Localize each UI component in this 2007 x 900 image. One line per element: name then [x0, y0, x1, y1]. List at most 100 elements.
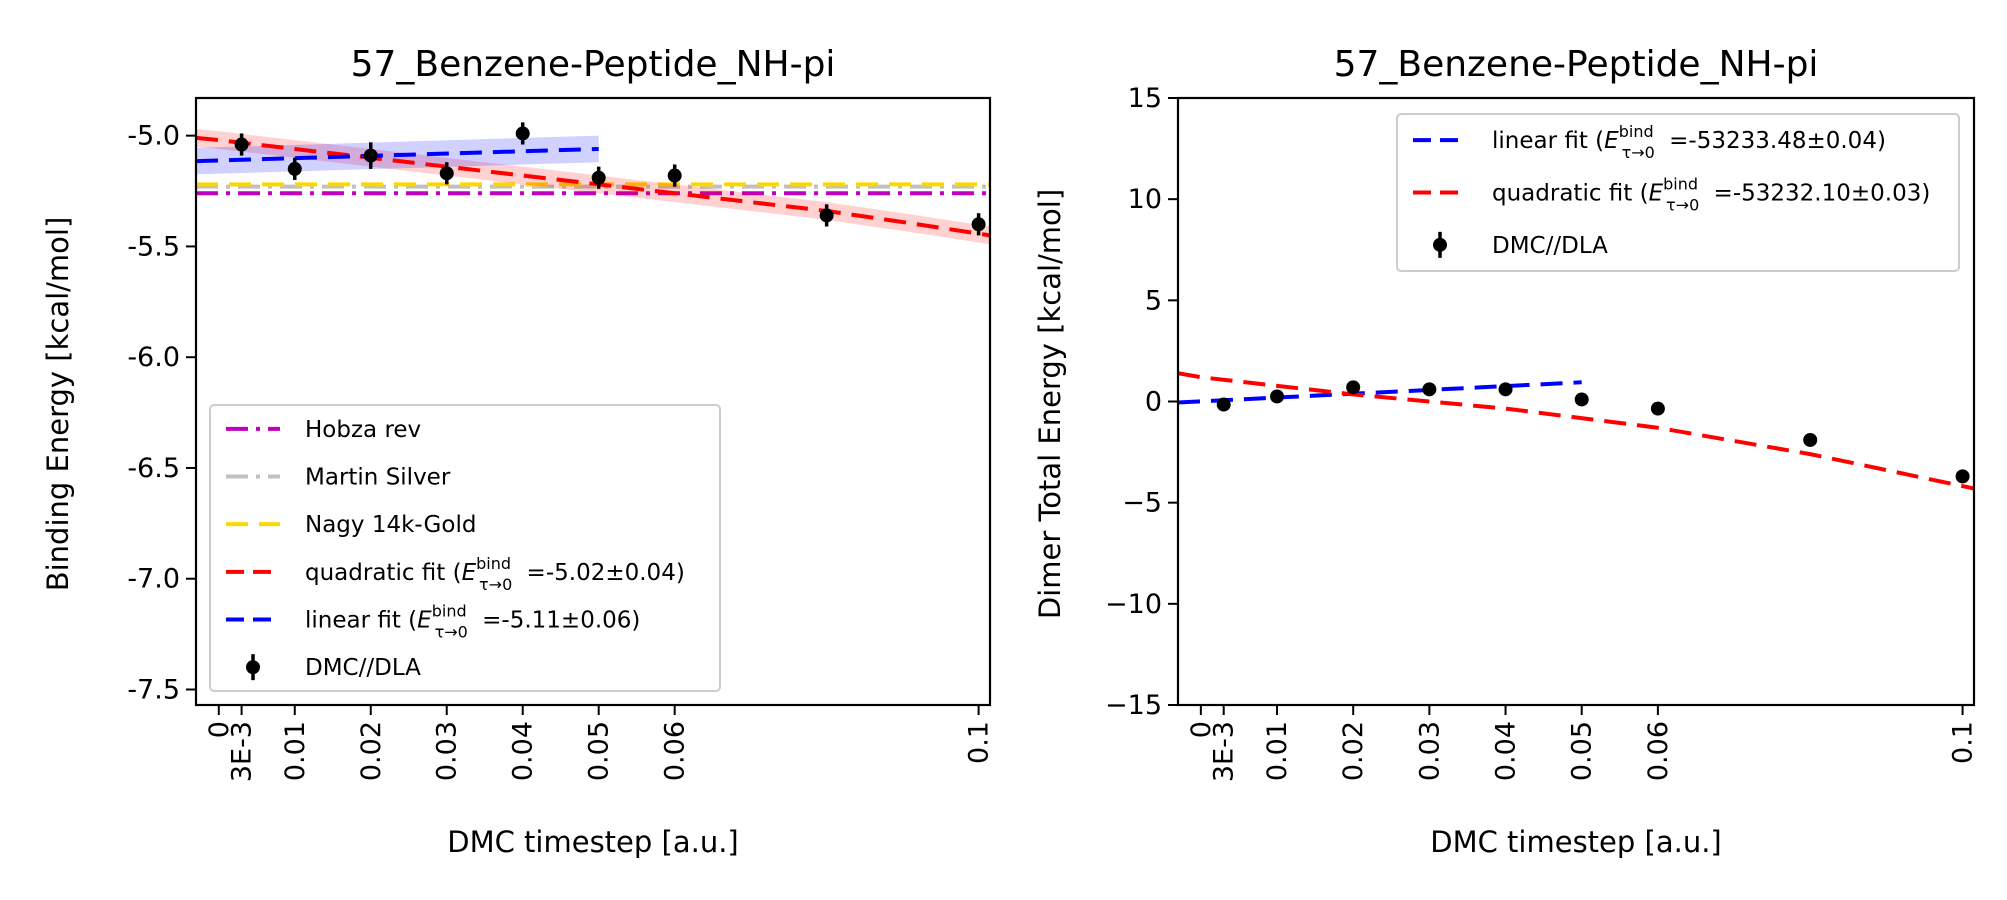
legend-swatch-point [246, 660, 260, 675]
legend-fit-name: quadratic fit ( [1492, 181, 1649, 207]
y-tick-label: -6.5 [127, 453, 180, 484]
data-point [1270, 389, 1285, 404]
x-tick-label: 0.03 [432, 721, 463, 781]
data-point [287, 161, 302, 176]
x-axis-label: DMC timestep [a.u.] [447, 825, 739, 859]
data-point [971, 217, 986, 232]
chart-binding-energy: 57_Benzene-Peptide_NH-pi DMC timestep [a… [41, 44, 995, 859]
x-tick-label: 0.1 [1948, 721, 1979, 764]
y-axis-label: Binding Energy [kcal/mol] [41, 217, 75, 592]
legend-fit-name: linear fit ( [1492, 128, 1604, 154]
data-point [234, 137, 249, 152]
data-point [667, 168, 682, 183]
y-tick-label: −10 [1105, 589, 1162, 620]
x-tick-label: 0.01 [1262, 721, 1293, 781]
legend-fit-symbol: E [462, 560, 477, 586]
y-tick-label: 10 [1128, 184, 1162, 215]
legend-fit-value: =-5.11±0.06) [475, 608, 641, 634]
data-point [819, 208, 834, 223]
legend-fit-sup: bind [1619, 122, 1654, 141]
legend-label: linear fit (Ebind τ→0 =-53233.48±0.04) [1492, 122, 1886, 162]
x-tick-label: 0.1 [964, 721, 995, 764]
plot-inner [1178, 371, 1974, 491]
legend: Hobza rev Martin Silver Nagy 14k-Gold quadr… [209, 404, 721, 692]
data-point [1650, 401, 1665, 416]
data-point [1955, 469, 1970, 484]
y-tick-label: 0 [1145, 387, 1162, 418]
axes-frame [194, 96, 992, 707]
data-point [1803, 432, 1818, 447]
chart-title: 57_Benzene-Peptide_NH-pi [1334, 44, 1819, 85]
fit-line [1178, 371, 1974, 491]
legend-fit-name: quadratic fit ( [305, 560, 462, 586]
fit-line [1178, 380, 1582, 405]
data-point [439, 166, 454, 181]
legend-fit-sub: τ→0 [435, 623, 468, 642]
legend-frame [209, 404, 721, 692]
y-tick-label: -7.5 [127, 674, 180, 705]
legend-label: Hobza rev [305, 417, 421, 443]
data-point [515, 126, 530, 141]
y-tick-label: -7.0 [127, 564, 180, 595]
legend-fit-symbol: E [417, 608, 432, 634]
data-point [1422, 382, 1437, 397]
legend-label: DMC//DLA [305, 655, 421, 681]
x-tick-label: 0 [1186, 721, 1217, 738]
data-point [1498, 382, 1513, 397]
data-point [591, 170, 606, 185]
chart-dimer-total-energy: 57_Benzene-Peptide_NH-pi DMC timestep [a… [1033, 44, 1979, 859]
x-axis-label: DMC timestep [a.u.] [1430, 825, 1722, 859]
confidence-band [196, 129, 990, 245]
plot-area: 03E-3 0.01 0.02 0.03 0.04 0.05 0.06 0.1 -7.5 -7.0… [127, 96, 995, 782]
x-tick-label: 0.02 [356, 721, 387, 781]
fit-line [196, 146, 599, 164]
legend-swatch-point [1433, 237, 1447, 252]
x-tick-label: 0.06 [1643, 721, 1674, 781]
y-tick-label: −15 [1105, 690, 1162, 721]
legend-fit-symbol: E [1649, 181, 1664, 207]
x-tick-label: 0.03 [1414, 721, 1445, 781]
y-tick-label: −5 [1122, 488, 1162, 519]
x-tick-label: 3E-3 [227, 721, 258, 782]
x-tick-label: 0.01 [280, 721, 311, 781]
legend-fit-sub: τ→0 [479, 575, 512, 594]
y-axis-label: Dimer Total Energy [kcal/mol] [1033, 189, 1067, 619]
legend-label: Martin Silver [305, 465, 451, 491]
legend-fit-sub: τ→0 [1622, 143, 1655, 162]
legend-fit-sup: bind [476, 554, 511, 573]
y-tick-label: -5.0 [127, 121, 180, 152]
fit-line [196, 135, 990, 238]
data-point [1346, 380, 1361, 395]
data-point [1574, 392, 1589, 407]
legend: linear fit (Ebind τ→0 =-53233.48±0.04)qua… [1396, 113, 1960, 272]
legend-fit-value: =-53233.48±0.04) [1662, 128, 1886, 154]
y-tick-label: 5 [1145, 285, 1162, 316]
legend-label: DMC//DLA [1492, 233, 1608, 259]
legend-fit-sub: τ→0 [1666, 196, 1699, 215]
legend-fit-value: =-53232.10±0.03) [1706, 181, 1930, 207]
x-tick-label: 0.05 [584, 721, 615, 781]
x-tick-label: 0.06 [660, 721, 691, 781]
data-point [363, 148, 378, 163]
plot-inner [196, 122, 990, 245]
plot-area: 03E-3 0.01 0.02 0.03 0.04 0.05 0.06 0.1−15−10−5… [1105, 83, 1979, 782]
legend-fit-name: linear fit ( [305, 608, 417, 634]
x-tick-label: 0.05 [1567, 721, 1598, 781]
legend-label: quadratic fit (Ebind τ→0 =-53232.10±0.03) [1492, 175, 1930, 215]
legend-label: quadratic fit (Ebind τ→0 =-5.02±0.04) [305, 554, 685, 594]
legend-fit-symbol: E [1604, 128, 1619, 154]
legend-fit-sup: bind [432, 602, 467, 621]
x-tick-label: 0.02 [1338, 721, 1369, 781]
y-tick-label: 15 [1128, 83, 1162, 114]
data-point [1216, 397, 1231, 412]
y-tick-label: -5.5 [127, 231, 180, 262]
legend-label: linear fit (Ebind τ→0 =-5.11±0.06) [305, 602, 640, 642]
x-tick-label: 0.04 [1491, 721, 1522, 781]
legend-fit-sup: bind [1663, 175, 1698, 194]
x-tick-label: 3E-3 [1209, 721, 1240, 782]
legend-label: Nagy 14k-Gold [305, 512, 476, 538]
x-tick-label: 0.04 [508, 721, 539, 781]
y-tick-label: -6.0 [127, 342, 180, 373]
legend-fit-value: =-5.02±0.04) [519, 560, 685, 586]
